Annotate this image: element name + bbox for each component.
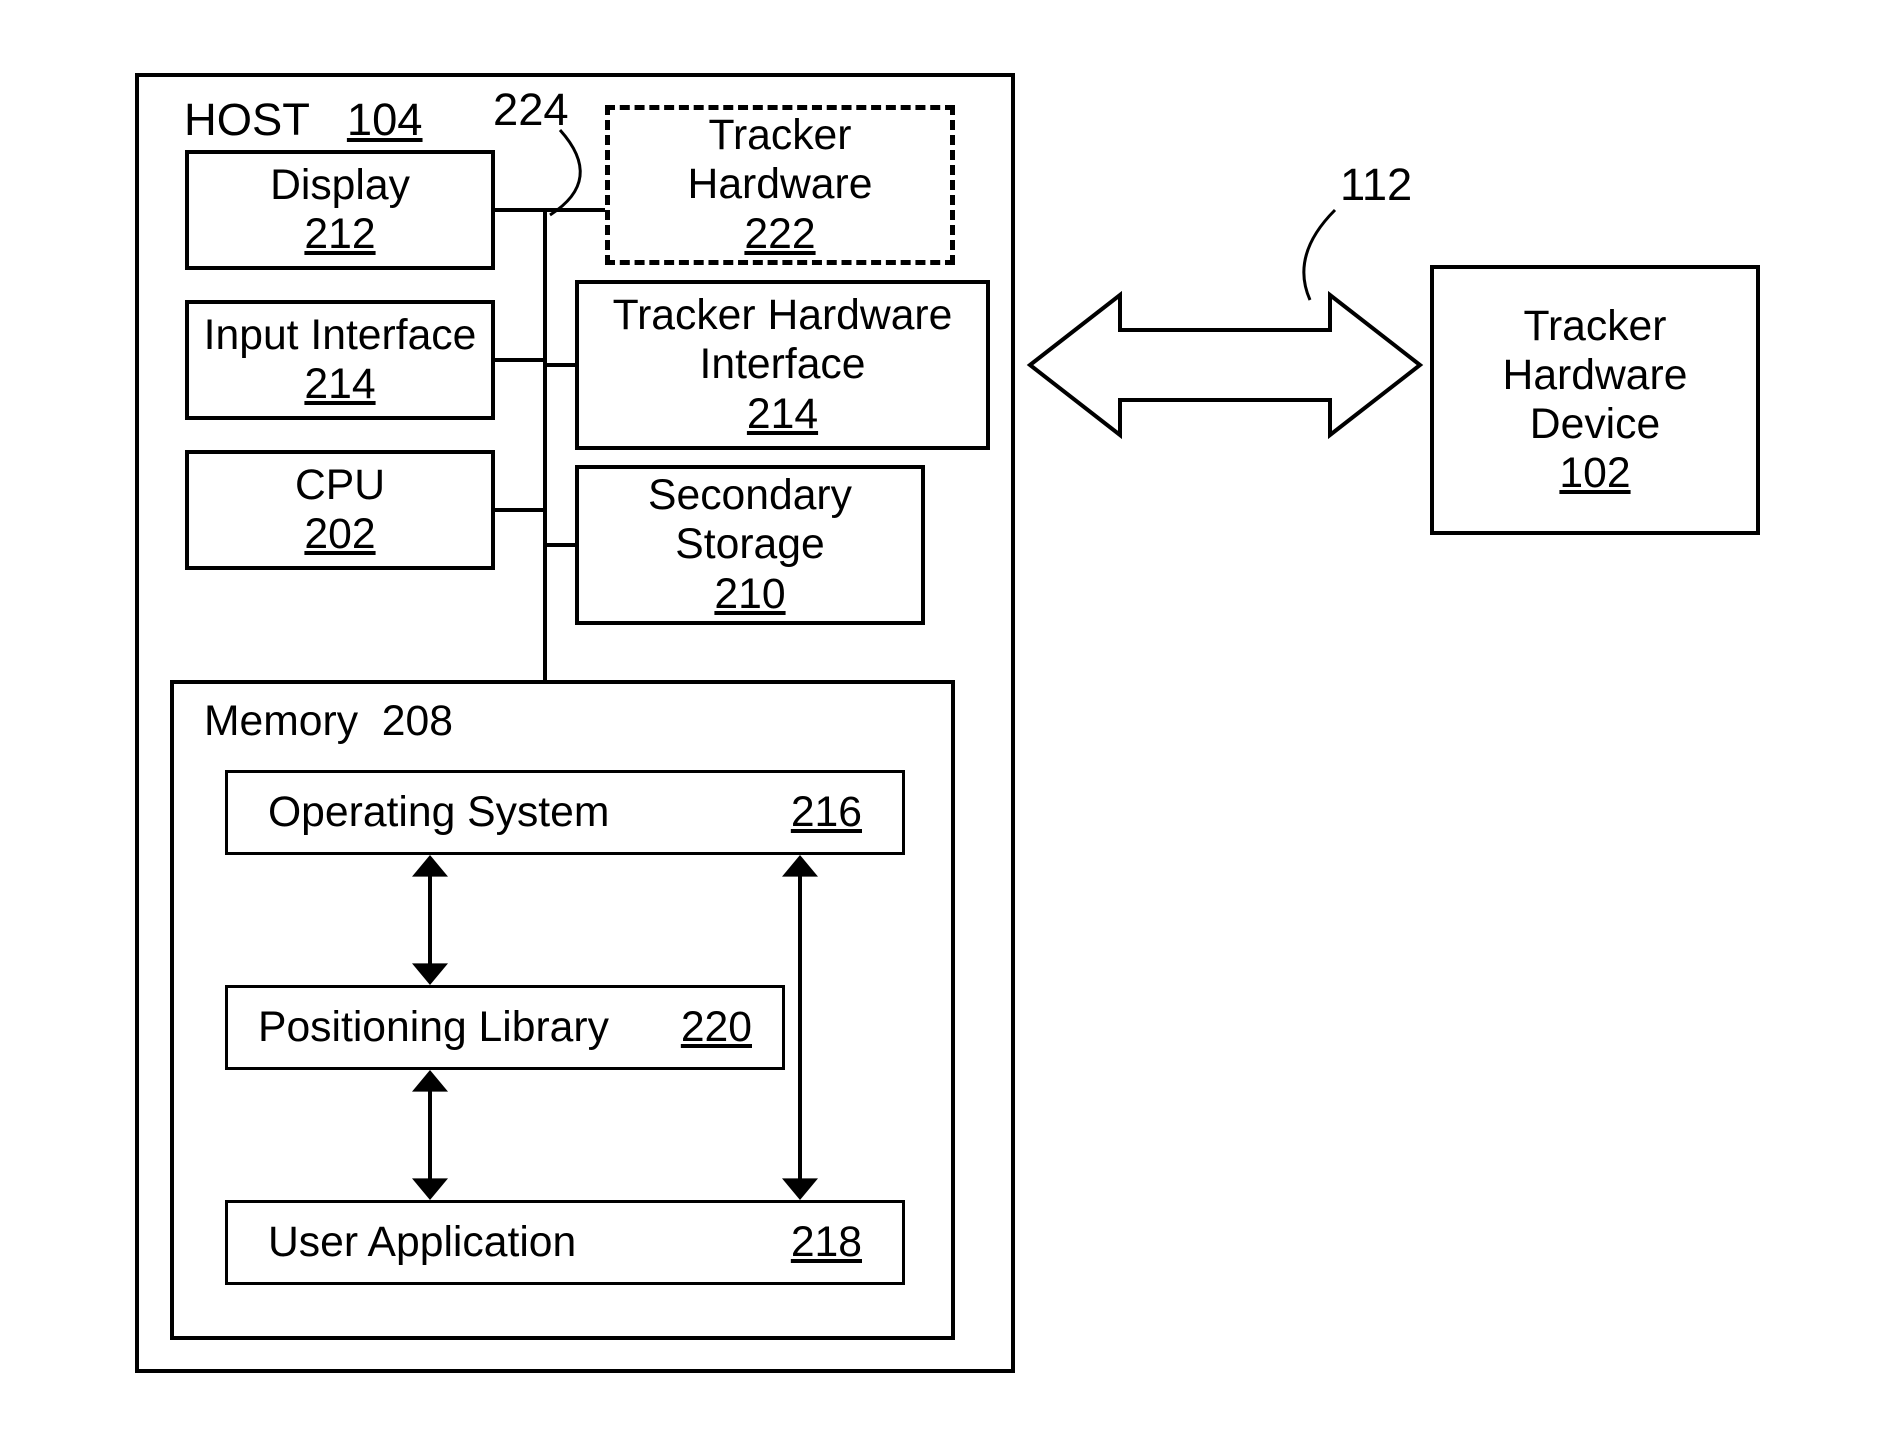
- block-tracker-hardware-ref: 222: [744, 210, 815, 259]
- block-input-interface-ref: 214: [304, 360, 375, 409]
- block-display-label: Display: [270, 161, 410, 209]
- block-input-interface-label: Input Interface: [204, 311, 477, 359]
- host-title: HOST 104: [184, 95, 423, 145]
- block-tracker-hardware-device: Tracker Hardware Device 102: [1430, 265, 1760, 535]
- block-thi-label: Tracker Hardware Interface: [613, 291, 953, 389]
- block-display: Display 212: [185, 150, 495, 270]
- host-title-text: HOST: [184, 94, 309, 145]
- block-user-application: User Application 218: [225, 1200, 905, 1285]
- block-secondary-storage: Secondary Storage 210: [575, 465, 925, 625]
- block-cpu-label: CPU: [295, 461, 385, 509]
- block-tracker-hardware-label: Tracker Hardware: [688, 111, 873, 209]
- callout-224-label: 224: [493, 85, 569, 135]
- block-uapp-label: User Application: [268, 1218, 576, 1267]
- block-secondary-ref: 210: [714, 570, 785, 619]
- block-os-label: Operating System: [268, 788, 609, 837]
- memory-title-ref: 208: [382, 697, 453, 745]
- diagram-canvas: { "meta": { "width_px": 1877, "height_px…: [0, 0, 1877, 1446]
- block-thi-ref: 214: [747, 390, 818, 439]
- host-title-ref: 104: [347, 94, 423, 145]
- block-secondary-label: Secondary Storage: [648, 471, 852, 569]
- block-positioning-library: Positioning Library 220: [225, 985, 785, 1070]
- memory-title: Memory 208: [204, 698, 453, 745]
- block-uapp-ref: 218: [791, 1218, 862, 1267]
- block-display-ref: 212: [304, 210, 375, 259]
- block-tracker-hardware: Tracker Hardware 222: [605, 105, 955, 265]
- block-os-ref: 216: [791, 788, 862, 837]
- memory-title-text: Memory: [204, 697, 358, 745]
- block-tracker-hardware-interface: Tracker Hardware Interface 214: [575, 280, 990, 450]
- block-cpu-ref: 202: [304, 510, 375, 559]
- block-tracker-device-label: Tracker Hardware Device: [1503, 302, 1688, 449]
- block-plib-label: Positioning Library: [258, 1003, 609, 1052]
- callout-112-label: 112: [1340, 160, 1412, 210]
- block-operating-system: Operating System 216: [225, 770, 905, 855]
- block-tracker-device-ref: 102: [1559, 449, 1630, 498]
- block-plib-ref: 220: [681, 1003, 752, 1052]
- block-cpu: CPU 202: [185, 450, 495, 570]
- block-input-interface: Input Interface 214: [185, 300, 495, 420]
